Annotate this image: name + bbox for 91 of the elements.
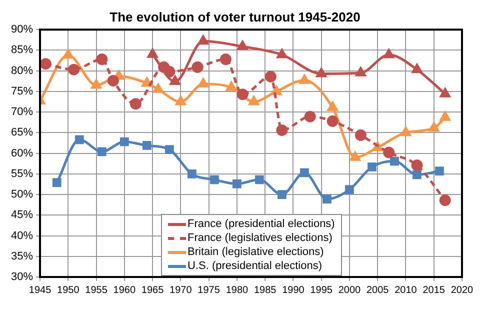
point xyxy=(428,122,440,132)
point xyxy=(142,141,152,150)
point xyxy=(255,175,264,184)
point xyxy=(52,178,62,188)
y-tick-label: 45% xyxy=(10,209,34,222)
x-tick-label: 1970 xyxy=(170,284,192,296)
y-tick-label: 35% xyxy=(10,250,34,262)
point xyxy=(440,112,450,121)
point xyxy=(120,137,129,146)
point xyxy=(300,168,309,178)
point xyxy=(192,61,204,73)
y-tick-label: 85% xyxy=(10,44,34,56)
point xyxy=(356,67,366,76)
point xyxy=(411,160,423,172)
point xyxy=(198,35,208,45)
point xyxy=(188,169,196,178)
legend-label: France (presidential elections) xyxy=(188,217,335,231)
point xyxy=(439,194,451,206)
point xyxy=(345,185,354,194)
point xyxy=(299,74,310,84)
point xyxy=(96,54,108,66)
point xyxy=(91,80,102,89)
y-tick-label: 80% xyxy=(10,64,34,77)
x-tick-label: 2010 xyxy=(394,284,418,296)
point xyxy=(276,49,288,58)
point xyxy=(220,54,232,66)
point xyxy=(383,146,395,158)
point xyxy=(304,110,316,122)
point xyxy=(390,156,399,166)
point xyxy=(232,179,242,188)
point xyxy=(368,162,376,172)
point xyxy=(435,166,444,176)
x-tick-label: 2020 xyxy=(450,284,474,296)
x-tick-label: 2015 xyxy=(422,284,446,296)
point xyxy=(170,76,180,86)
point xyxy=(130,98,142,110)
y-tick-label: 90% xyxy=(10,24,34,36)
x-tick-label: 1990 xyxy=(282,284,305,296)
y-tick-label: 65% xyxy=(10,126,34,139)
point xyxy=(322,194,332,204)
y-tick-label: 60% xyxy=(10,147,34,160)
point xyxy=(63,49,74,59)
x-tick-label: 2000 xyxy=(338,284,362,296)
x-tick-label: 1960 xyxy=(113,284,136,296)
chart-title: The evolution of voter turnout 1945-2020 xyxy=(110,9,360,24)
point xyxy=(327,102,338,112)
point xyxy=(226,82,236,91)
point xyxy=(278,190,286,199)
x-tick-label: 1950 xyxy=(57,284,80,296)
point xyxy=(276,124,288,136)
x-tick-label: 1975 xyxy=(198,284,220,296)
x-tick-label: 2005 xyxy=(366,284,390,296)
x-tick-label: 1955 xyxy=(85,284,108,296)
point xyxy=(147,48,158,58)
legend-label: Britain (legislative elections) xyxy=(188,245,324,259)
point xyxy=(107,74,119,86)
point xyxy=(264,70,276,82)
y-tick-label: 40% xyxy=(10,230,34,242)
point xyxy=(153,84,164,93)
point xyxy=(326,115,338,127)
y-tick-label: 75% xyxy=(10,85,34,98)
legend-label: U.S. (presidential elections) xyxy=(188,259,322,273)
x-tick-label: 1985 xyxy=(254,284,277,296)
point xyxy=(412,64,422,74)
y-tick-label: 55% xyxy=(10,168,34,180)
point xyxy=(384,49,394,58)
point xyxy=(210,175,219,184)
point xyxy=(97,147,106,156)
point xyxy=(236,88,248,100)
point xyxy=(74,135,84,144)
legend-label: France (legislatives elections) xyxy=(188,231,332,245)
x-tick-label: 1965 xyxy=(141,284,164,296)
point xyxy=(176,96,186,106)
point xyxy=(198,78,208,88)
point xyxy=(237,40,248,50)
point xyxy=(164,145,174,154)
x-tick-label: 1980 xyxy=(226,284,248,296)
y-tick-label: 30% xyxy=(10,271,34,284)
y-tick-label: 50% xyxy=(10,188,34,201)
point xyxy=(400,126,411,136)
y-tick-label: 70% xyxy=(10,106,34,118)
point xyxy=(316,68,326,78)
point xyxy=(68,64,80,76)
x-tick-label: 1995 xyxy=(310,284,333,296)
x-tick-label: 1945 xyxy=(28,284,52,296)
point xyxy=(350,152,360,161)
point xyxy=(354,129,366,141)
point xyxy=(248,96,259,106)
point xyxy=(412,170,422,180)
point xyxy=(40,58,52,70)
point xyxy=(440,88,450,98)
